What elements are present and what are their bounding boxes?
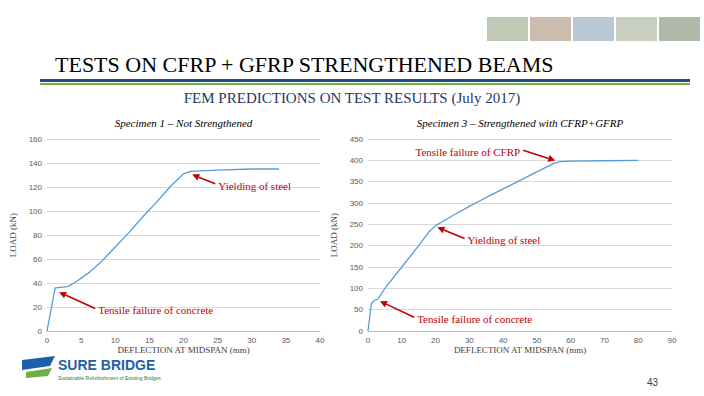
svg-text:100: 100 bbox=[350, 284, 364, 293]
svg-text:140: 140 bbox=[29, 159, 43, 168]
svg-text:DEFLECTION AT MIDSPAN (mm): DEFLECTION AT MIDSPAN (mm) bbox=[454, 345, 586, 355]
svg-text:400: 400 bbox=[350, 156, 364, 165]
svg-text:30: 30 bbox=[465, 336, 474, 345]
svg-text:Specimen 3 – Strengthened with: Specimen 3 – Strengthened with CFRP+GFRP bbox=[417, 117, 624, 129]
svg-text:TESTS ON CFRP + GFRP STRENGTHE: TESTS ON CFRP + GFRP STRENGTHENED BEAMS bbox=[55, 52, 554, 77]
svg-text:15: 15 bbox=[145, 336, 154, 345]
svg-text:40: 40 bbox=[499, 336, 508, 345]
svg-text:SURE BRIDGE: SURE BRIDGE bbox=[58, 357, 155, 373]
svg-text:20: 20 bbox=[431, 336, 440, 345]
svg-text:Yielding of steel: Yielding of steel bbox=[468, 234, 541, 246]
svg-text:DEFLECTION AT MIDSPAN (mm): DEFLECTION AT MIDSPAN (mm) bbox=[117, 345, 249, 355]
svg-text:Tensile failure of concrete: Tensile failure of concrete bbox=[98, 304, 213, 316]
svg-text:150: 150 bbox=[350, 263, 364, 272]
svg-text:40: 40 bbox=[33, 279, 42, 288]
svg-text:5: 5 bbox=[79, 336, 84, 345]
svg-text:450: 450 bbox=[350, 135, 364, 144]
svg-text:0: 0 bbox=[359, 327, 364, 336]
svg-text:70: 70 bbox=[600, 336, 609, 345]
svg-text:LOAD (kN): LOAD (kN) bbox=[8, 213, 18, 257]
svg-text:250: 250 bbox=[350, 220, 364, 229]
svg-text:0: 0 bbox=[45, 336, 50, 345]
svg-text:350: 350 bbox=[350, 177, 364, 186]
svg-text:10: 10 bbox=[397, 336, 406, 345]
svg-text:100: 100 bbox=[29, 207, 43, 216]
svg-text:0: 0 bbox=[38, 327, 43, 336]
svg-text:Sustainable Refurbishment of E: Sustainable Refurbishment of Existing Br… bbox=[58, 375, 161, 381]
svg-text:80: 80 bbox=[634, 336, 643, 345]
svg-text:30: 30 bbox=[247, 336, 256, 345]
svg-text:160: 160 bbox=[29, 135, 43, 144]
svg-text:43: 43 bbox=[647, 377, 659, 388]
svg-text:60: 60 bbox=[566, 336, 575, 345]
svg-text:LOAD (kN): LOAD (kN) bbox=[329, 213, 339, 257]
svg-text:50: 50 bbox=[532, 336, 541, 345]
svg-text:90: 90 bbox=[668, 336, 677, 345]
svg-text:Tensile failure of CFRP: Tensile failure of CFRP bbox=[416, 146, 521, 158]
svg-text:20: 20 bbox=[179, 336, 188, 345]
svg-text:0: 0 bbox=[366, 336, 371, 345]
svg-text:80: 80 bbox=[33, 231, 42, 240]
svg-text:FEM PREDICTIONS ON TEST RESULT: FEM PREDICTIONS ON TEST RESULTS (July 20… bbox=[184, 90, 520, 107]
svg-text:200: 200 bbox=[350, 241, 364, 250]
svg-text:60: 60 bbox=[33, 255, 42, 264]
svg-text:Tensile failure of concrete: Tensile failure of concrete bbox=[417, 313, 532, 325]
svg-text:25: 25 bbox=[213, 336, 222, 345]
svg-text:Yielding of steel: Yielding of steel bbox=[218, 180, 291, 192]
svg-text:40: 40 bbox=[316, 336, 325, 345]
svg-text:20: 20 bbox=[33, 303, 42, 312]
svg-text:35: 35 bbox=[281, 336, 290, 345]
svg-text:50: 50 bbox=[354, 305, 363, 314]
svg-text:300: 300 bbox=[350, 199, 364, 208]
svg-text:120: 120 bbox=[29, 183, 43, 192]
svg-text:Specimen 1 – Not Strengthened: Specimen 1 – Not Strengthened bbox=[115, 117, 253, 129]
svg-text:10: 10 bbox=[111, 336, 120, 345]
